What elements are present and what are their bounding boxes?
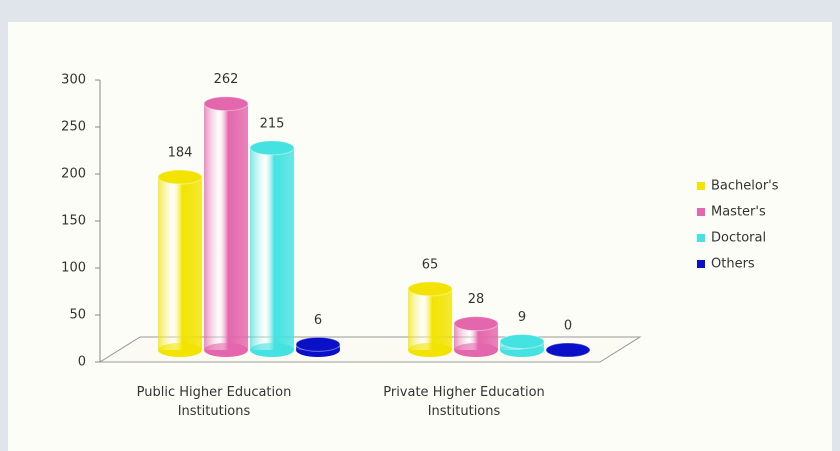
chart-panel <box>8 22 832 451</box>
y-tick-label: 150 <box>61 214 86 229</box>
value-label: 262 <box>214 72 239 87</box>
x-tick-label: Public Higher Education Institutions <box>136 385 292 419</box>
value-label: 6 <box>314 313 322 328</box>
y-tick-label: 200 <box>61 167 86 182</box>
bar <box>453 316 499 357</box>
value-label: 28 <box>468 292 485 307</box>
y-tick-label: 50 <box>69 308 86 323</box>
y-tick-label: 250 <box>61 120 86 135</box>
legend-swatch <box>697 234 705 242</box>
value-label: 184 <box>168 146 193 161</box>
legend-label: Others <box>711 257 755 272</box>
bar <box>249 140 295 357</box>
legend-label: Doctoral <box>711 231 766 246</box>
bar <box>203 96 249 357</box>
bar <box>157 169 203 357</box>
legend-swatch <box>697 260 705 268</box>
legend-swatch <box>697 208 705 216</box>
bar <box>545 342 591 358</box>
value-label: 215 <box>260 116 285 131</box>
legend-label: Master's <box>711 205 766 220</box>
y-tick-label: 0 <box>78 355 86 370</box>
y-tick-label: 300 <box>61 73 86 88</box>
value-label: 0 <box>564 319 572 334</box>
bar <box>499 334 545 357</box>
value-label: 9 <box>518 310 526 325</box>
bar <box>295 336 341 357</box>
value-label: 65 <box>422 257 439 272</box>
y-tick-label: 100 <box>61 261 86 276</box>
x-tick-label: Private Higher Education Institutions <box>383 385 545 419</box>
legend-label: Bachelor's <box>711 179 779 194</box>
bar <box>407 281 453 357</box>
legend-swatch <box>697 182 705 190</box>
